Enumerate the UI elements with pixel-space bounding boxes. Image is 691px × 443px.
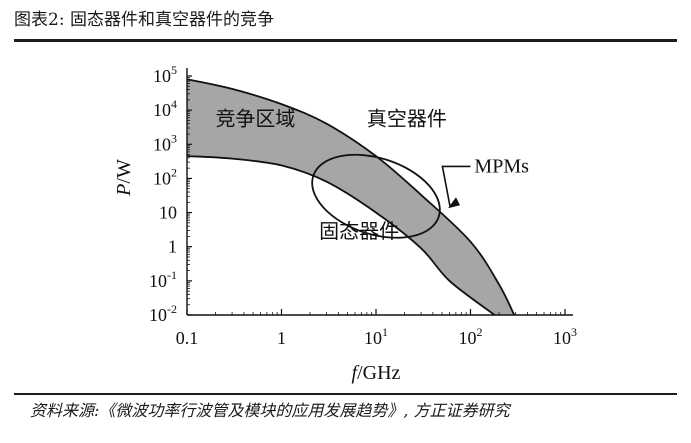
y-axis-label: P/W — [113, 159, 135, 197]
x-tick-exponent: 3 — [571, 325, 577, 339]
y-tick-exponent: -2 — [167, 302, 177, 316]
y-tick-label: 102 — [153, 165, 177, 188]
x-tick-exponent: 1 — [382, 325, 388, 339]
competition-region — [187, 79, 515, 315]
mpms-pointer-line — [441, 165, 471, 207]
chart-area: 105 104 103 102 10 1 10-1 10-2 0.1 1 101 102 103 竞争区… — [0, 40, 691, 388]
mpms-ellipse — [311, 153, 441, 239]
x-tick-exponent: 2 — [477, 325, 483, 339]
y-tick-exponent: 3 — [171, 131, 177, 145]
y-tick-label: 10-2 — [149, 302, 177, 325]
mpms-arrowhead — [448, 197, 460, 209]
x-tick-label: 103 — [553, 325, 577, 348]
y-tick-exponent: -1 — [167, 268, 177, 282]
region-label-competition: 竞争区域 — [215, 108, 295, 131]
label-solid-state-devices: 固态器件 — [319, 220, 399, 243]
figure-title: 图表2: 固态器件和真空器件的竞争 — [14, 10, 274, 30]
y-tick-exponent: 2 — [171, 165, 177, 179]
y-tick-base: 10 — [153, 134, 171, 154]
x-tick-base: 10 — [553, 328, 571, 348]
figure-header: 图表2: 固态器件和真空器件的竞争 — [14, 6, 677, 42]
x-axis-label-unit: /GHz — [357, 362, 400, 384]
x-tick-base: 10 — [459, 328, 477, 348]
y-tick-label: 10-1 — [149, 268, 177, 291]
label-vacuum-devices: 真空器件 — [367, 108, 447, 131]
source-note: 资料来源:《微波功率行波管及模块的应用发展趋势》, 方正证券研究 — [30, 401, 510, 420]
lower-boundary-curve — [186, 155, 496, 316]
y-tick-label: 103 — [153, 131, 177, 154]
x-tick-label: 1 — [277, 328, 286, 348]
y-tick-label: 10 — [159, 203, 177, 223]
y-tick-base: 1 — [168, 237, 177, 257]
y-tick-base: 10 — [149, 305, 167, 325]
header-rule — [14, 39, 677, 42]
x-axis-label: f/GHz — [352, 362, 401, 384]
y-tick-base: 10 — [153, 168, 171, 188]
y-axis-label-symbol: P — [113, 184, 135, 197]
x-tick-label: 101 — [364, 325, 388, 348]
y-tick-exponent: 4 — [171, 97, 177, 111]
x-tick-label: 102 — [459, 325, 483, 348]
y-tick-label: 104 — [153, 97, 177, 120]
x-tick-base: 10 — [364, 328, 382, 348]
x-axis-label-symbol: f — [352, 362, 360, 384]
label-mpms: MPMs — [474, 155, 529, 177]
y-tick-label: 105 — [153, 63, 177, 86]
x-tick-label: 0.1 — [176, 328, 199, 348]
y-tick-base: 10 — [159, 203, 177, 223]
y-tick-label: 1 — [168, 237, 177, 257]
y-tick-exponent: 5 — [171, 63, 177, 77]
y-axis-label-unit: /W — [113, 159, 135, 184]
y-tick-base: 10 — [153, 66, 171, 86]
y-tick-base: 10 — [153, 100, 171, 120]
y-tick-base: 10 — [149, 271, 167, 291]
footer-rule — [14, 393, 677, 395]
